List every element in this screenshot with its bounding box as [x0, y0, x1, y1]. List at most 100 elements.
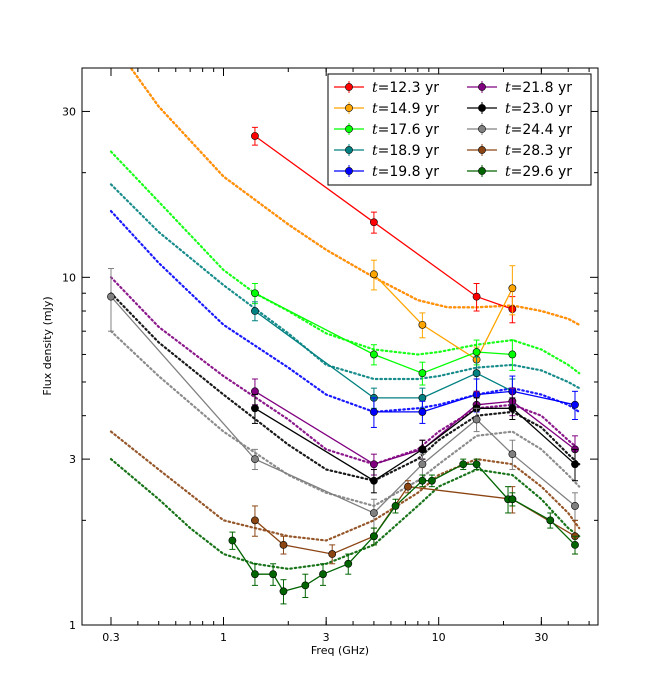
data-point	[404, 482, 412, 491]
x-tick-label-10: 10	[432, 631, 446, 644]
legend-item-18-9-yr: t=18.9 yr	[334, 143, 439, 159]
data-point	[546, 516, 555, 525]
data-point	[251, 387, 259, 396]
legend-label: t=21.8 yr	[505, 80, 572, 96]
x-tick-label-0-3: 0.3	[102, 631, 120, 644]
data-point	[472, 415, 481, 424]
data-point	[571, 502, 579, 510]
series-29-6-yr	[228, 458, 579, 605]
x-tick-label-30: 30	[534, 631, 548, 644]
y-tick-label-3: 3	[69, 453, 76, 466]
model-curve-14-9-yr	[129, 68, 581, 326]
y-tick-label-30: 30	[62, 105, 76, 118]
legend-label: t=14.9 yr	[372, 101, 439, 117]
data-point	[370, 408, 378, 416]
data-point	[370, 532, 378, 541]
x-axis-label: Freq (GHz)	[311, 644, 369, 657]
data-point	[418, 320, 427, 329]
legend-item-17-6-yr: t=17.6 yr	[334, 122, 439, 138]
legend-label: t=28.3 yr	[505, 143, 572, 159]
data-point	[370, 218, 378, 227]
series-24-4-yr	[107, 268, 579, 529]
series-line-21-8-yr	[254, 390, 576, 465]
data-point	[370, 509, 378, 517]
data-point	[251, 404, 259, 413]
data-point	[370, 270, 378, 279]
data-point	[472, 348, 481, 356]
legend-swatch-marker	[345, 104, 353, 112]
data-point	[571, 460, 579, 469]
plot-frame	[81, 67, 599, 626]
legend-item-12-3-yr: t=12.3 yr	[334, 80, 439, 96]
y-axis-label: Flux density (mJy)	[41, 296, 54, 395]
data-point	[370, 350, 378, 359]
legend-swatch-marker	[478, 104, 486, 112]
data-point	[251, 516, 259, 525]
legend-label: t=19.8 yr	[372, 164, 439, 180]
model-curve-24-4-yr	[109, 330, 581, 508]
model-curve-28-3-yr	[109, 430, 581, 542]
data-point	[370, 476, 378, 485]
data-point	[269, 570, 277, 579]
data-point	[508, 450, 517, 459]
data-point	[251, 455, 259, 464]
legend-swatch-marker	[478, 167, 486, 175]
legend-swatch-marker	[478, 146, 486, 154]
data-point	[370, 460, 378, 469]
data-point	[428, 476, 436, 485]
legend-item-21-8-yr: t=21.8 yr	[467, 80, 572, 96]
x-tick-label-1: 1	[220, 631, 227, 644]
data-point	[251, 132, 259, 140]
data-point	[571, 540, 579, 549]
x-tick-label-3: 3	[323, 631, 330, 644]
data-point	[344, 559, 353, 568]
y-tick-label-1: 1	[69, 619, 76, 632]
legend-label: t=29.6 yr	[505, 164, 572, 180]
legend-item-19-8-yr: t=19.8 yr	[334, 164, 439, 180]
legend-label: t=18.9 yr	[372, 143, 439, 159]
legend-label: t=24.4 yr	[505, 122, 572, 138]
data-point	[251, 307, 259, 315]
data-point	[319, 570, 327, 579]
data-point	[279, 540, 288, 549]
data-point	[107, 292, 115, 301]
data-point	[328, 550, 337, 558]
legend-swatch-marker	[478, 125, 486, 133]
model-curve-23-0-yr	[109, 292, 581, 482]
series-28-3-yr	[251, 480, 579, 565]
series-17-6-yr	[251, 282, 517, 386]
data-point	[472, 369, 481, 378]
legend-swatch-marker	[345, 125, 353, 133]
legend-swatch-marker	[345, 167, 353, 175]
legend-label: t=23.0 yr	[505, 101, 572, 117]
legend-swatch-marker	[345, 83, 353, 91]
legend: t=12.3 yr t=14.9 yr t=17.6 yr t=18.9 yr t=19…	[327, 73, 592, 186]
series-line-12-3-yr	[254, 135, 513, 310]
data-point	[508, 350, 517, 359]
data-point	[228, 536, 237, 545]
data-series	[107, 126, 579, 605]
legend-item-24-4-yr: t=24.4 yr	[467, 122, 572, 138]
legend-box	[327, 73, 592, 186]
data-point	[418, 369, 427, 378]
axis-ticks: 0.3 1 3 10 30 1 3 10 30	[62, 68, 598, 644]
data-point	[279, 587, 288, 596]
data-point	[418, 408, 427, 416]
legend-item-29-6-yr: t=29.6 yr	[467, 164, 572, 180]
model-curves	[109, 68, 581, 571]
series-line-23-0-yr	[254, 407, 576, 482]
data-point	[459, 460, 468, 469]
data-point	[418, 393, 427, 402]
y-tick-label-10: 10	[62, 271, 76, 284]
data-point	[418, 476, 427, 485]
legend-label: t=12.3 yr	[372, 80, 439, 96]
model-curve-21-8-yr	[109, 276, 581, 466]
data-point	[391, 502, 400, 510]
legend-label: t=17.6 yr	[372, 122, 439, 138]
series-line-14-9-yr	[373, 273, 513, 361]
model-curve-17-6-yr	[109, 150, 581, 375]
data-point	[508, 495, 517, 504]
data-point	[472, 460, 481, 469]
data-point	[571, 400, 579, 409]
